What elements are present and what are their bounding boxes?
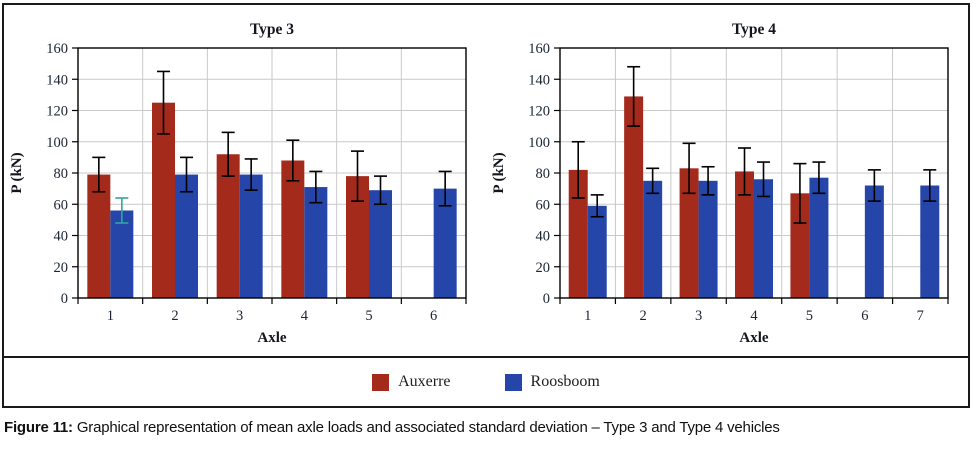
error-bar — [867, 169, 881, 202]
error-bar — [757, 161, 770, 198]
chart-title: Type 3 — [250, 21, 294, 38]
x-tick-label: 2 — [640, 308, 647, 324]
x-tick-label: 5 — [806, 308, 813, 324]
legend: Auxerre Roosboom — [4, 356, 968, 406]
bar-roosboom-axle-4 — [304, 187, 328, 298]
x-tick-label: 3 — [236, 308, 243, 324]
error-bar — [180, 156, 193, 193]
y-tick-label: 40 — [54, 229, 69, 245]
bar-roosboom-axle-2 — [175, 174, 198, 298]
charts-row: 0 20 40 60 80 100 120 140 160 1 2 3 4 5 6 Type 3 Axle P (… — [4, 5, 968, 356]
bar-roosboom-axle-4 — [754, 179, 773, 298]
bar-roosboom-axle-2 — [643, 180, 663, 298]
chart-type3: 0 20 40 60 80 100 120 140 160 1 2 3 4 5 6 Type 3 Axle P (… — [9, 21, 467, 346]
figure-caption: Figure 11: Graphical representation of m… — [4, 419, 970, 436]
error-bar — [244, 158, 258, 191]
error-bar — [221, 131, 235, 177]
y-tick-label: 60 — [54, 197, 69, 213]
error-bar — [701, 165, 715, 196]
caption-text: Graphical representation of mean axle lo… — [76, 419, 780, 436]
bar-roosboom-axle-1 — [110, 210, 134, 298]
error-bar — [115, 197, 129, 224]
x-tick-label: 7 — [917, 308, 924, 324]
y-tick-label: 100 — [528, 135, 550, 151]
legend-item-auxerre: Auxerre — [372, 373, 451, 391]
y-tick-label: 80 — [536, 166, 551, 182]
bar-roosboom-axle-1 — [587, 205, 607, 298]
bar-auxerre-axle-5 — [790, 193, 810, 298]
bar-auxerre-axle-1 — [568, 169, 588, 298]
figure-panel: 0 20 40 60 80 100 120 140 160 1 2 3 4 5 6 Type 3 Axle P (… — [2, 3, 970, 408]
bar-auxerre-axle-1 — [87, 174, 111, 298]
x-tick-label: 2 — [171, 308, 178, 324]
error-bar — [309, 170, 323, 204]
bar-roosboom-axle-7 — [920, 185, 940, 298]
y-tick-label: 120 — [46, 104, 68, 120]
legend-item-roosboom: Roosboom — [504, 373, 600, 391]
bar-auxerre-axle-5 — [346, 176, 369, 298]
bar-roosboom-axle-5 — [809, 177, 829, 298]
bar-auxerre-axle-3 — [216, 154, 240, 298]
x-tick-label: 5 — [365, 308, 372, 324]
x-tick-label: 4 — [750, 308, 758, 324]
error-bar — [286, 139, 300, 182]
bar-roosboom-axle-5 — [369, 190, 392, 298]
error-bar — [923, 169, 937, 202]
y-tick-label: 160 — [528, 41, 550, 57]
bar-auxerre-axle-2 — [152, 102, 175, 298]
y-tick-label: 20 — [54, 260, 69, 276]
auxerre-swatch-icon — [372, 373, 390, 391]
error-bar — [92, 156, 106, 193]
y-tick-label: 120 — [528, 104, 550, 120]
legend-label-roosboom: Roosboom — [530, 373, 600, 390]
y-tick-label: 0 — [61, 291, 68, 307]
x-tick-label: 3 — [695, 308, 702, 324]
bar-auxerre-axle-4 — [281, 160, 305, 298]
y-axis-label: P (kN) — [491, 152, 507, 193]
error-bar — [157, 70, 170, 135]
bar-auxerre-axle-4 — [735, 171, 754, 298]
x-tick-label: 1 — [107, 308, 114, 324]
bar-roosboom-axle-3 — [698, 180, 718, 298]
error-bar — [374, 175, 387, 206]
bar-roosboom-axle-6 — [864, 185, 884, 298]
error-bar — [646, 167, 660, 195]
x-tick-label: 1 — [584, 308, 591, 324]
error-bar — [571, 140, 585, 199]
error-bar — [438, 170, 452, 207]
legend-label-auxerre: Auxerre — [398, 373, 451, 390]
bar-roosboom-axle-3 — [239, 174, 263, 298]
roosboom-swatch-icon — [504, 373, 522, 391]
y-tick-label: 20 — [536, 260, 551, 276]
x-axis-label: Axle — [739, 330, 769, 346]
caption-label: Figure 11: — [4, 419, 73, 436]
y-tick-label: 40 — [536, 229, 551, 245]
x-axis-label: Axle — [257, 330, 287, 346]
y-tick-label: 80 — [54, 166, 69, 182]
error-bar — [590, 194, 604, 218]
y-tick-label: 100 — [46, 135, 68, 151]
y-tick-label: 60 — [536, 197, 551, 213]
error-bar — [812, 161, 826, 195]
y-tick-label: 0 — [543, 291, 550, 307]
chart-title: Type 4 — [732, 21, 776, 38]
error-bar — [682, 142, 696, 195]
chart-type4: 0 20 40 60 80 100 120 140 160 1 2 3 4 5 6 7 Type 4 Axle P … — [491, 21, 949, 346]
error-bar — [738, 147, 751, 196]
error-bar — [793, 162, 807, 224]
x-tick-label: 4 — [301, 308, 309, 324]
bar-roosboom-axle-6 — [433, 188, 457, 298]
error-bar — [351, 150, 364, 202]
bar-auxerre-axle-3 — [679, 168, 699, 298]
x-tick-label: 6 — [430, 308, 437, 324]
y-tick-label: 140 — [46, 72, 68, 88]
bar-auxerre-axle-2 — [624, 96, 644, 298]
y-tick-label: 140 — [528, 72, 550, 88]
x-tick-label: 6 — [861, 308, 868, 324]
y-axis-label: P (kN) — [9, 152, 25, 193]
y-tick-label: 160 — [46, 41, 68, 57]
error-bar — [627, 65, 641, 127]
